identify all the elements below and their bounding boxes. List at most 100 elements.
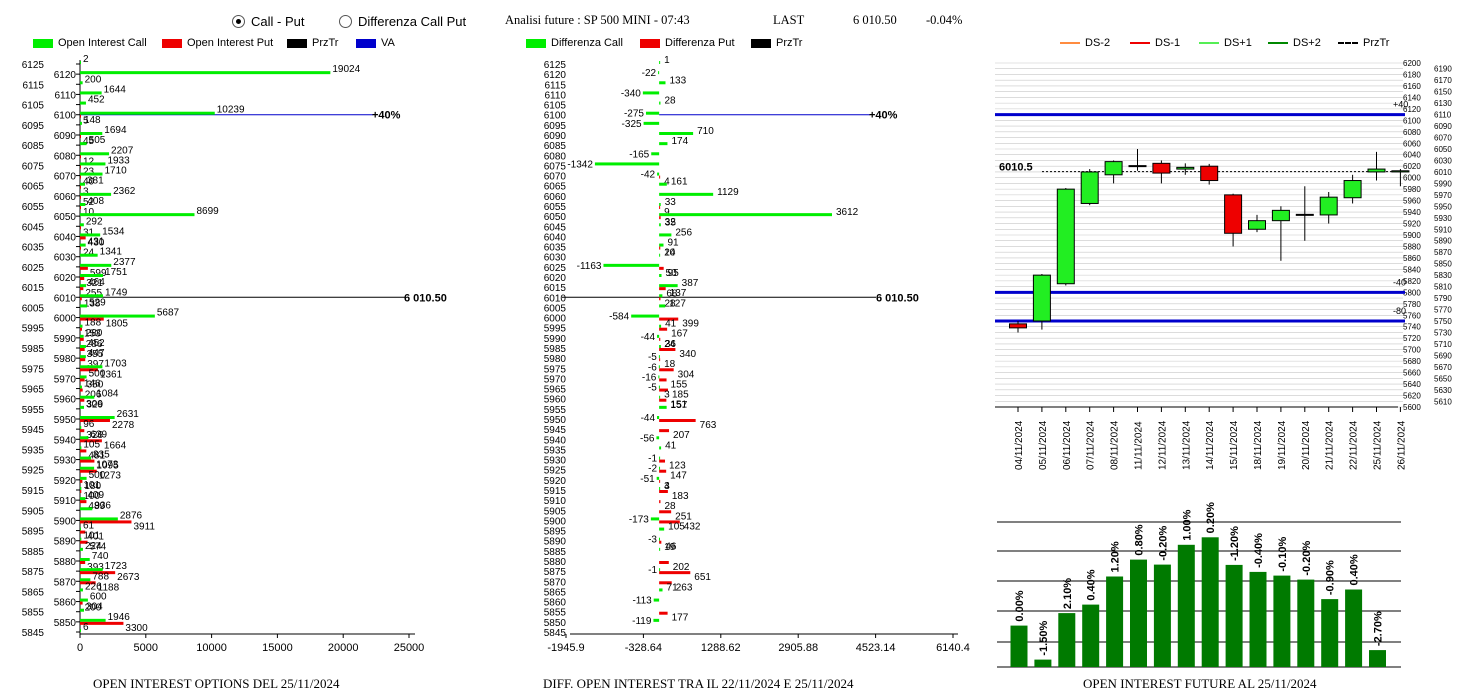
diff-put-label: 207: [673, 430, 690, 441]
diff-put-bar: [659, 206, 661, 209]
legend-label: PrzTr: [776, 37, 803, 49]
strike-tick-label: 5995: [544, 324, 567, 335]
diff-put-label: 304: [678, 369, 695, 380]
put-value-label: 255: [85, 288, 102, 299]
candle-body: [1176, 166, 1195, 170]
diff-put-label: 147: [670, 471, 687, 482]
strike-tick-label: 5950: [544, 415, 567, 426]
call-bar: [80, 618, 106, 622]
diff-call-bar: [659, 213, 832, 217]
radio-call-put[interactable]: Call - Put: [232, 14, 304, 29]
price-tick-label: 6040: [1403, 151, 1421, 160]
legend-oi-va: VA: [356, 37, 395, 49]
call-value-label: 1341: [100, 247, 123, 258]
legend-oi-przTr: PrzTr: [287, 37, 338, 49]
call-value-label: 1534: [102, 226, 125, 237]
call-value-label: 505: [89, 135, 106, 146]
price-tick-label: 5650: [1434, 374, 1452, 383]
call-value-label: 146: [84, 379, 101, 390]
strike-tick-label: 6050: [54, 212, 77, 223]
call-value-label: 740: [92, 551, 109, 562]
price-tick-label: 5870: [1434, 248, 1452, 257]
put-value-label: 206: [85, 390, 102, 401]
oi-future-bar: [1130, 559, 1147, 667]
change-value: -0.04%: [926, 13, 963, 27]
diff-put-label: 137: [670, 288, 687, 299]
diff-put-bar: [659, 378, 667, 382]
put-value-label: 2278: [112, 420, 135, 431]
strike-tick-label: 5990: [54, 334, 77, 345]
legend-label: DS+2: [1293, 37, 1321, 49]
diff-call-label: 28: [664, 96, 676, 107]
diff-call-label: 35: [665, 217, 677, 228]
call-bar: [80, 304, 87, 308]
diff-call-label: -6: [648, 362, 657, 373]
diff-put-bar: [659, 317, 679, 321]
price-tick-label: 5880: [1403, 242, 1421, 251]
oi-future-label: -1.50%: [1038, 621, 1050, 656]
diff-put-bar: [659, 266, 664, 270]
price-tick-label: 6140: [1403, 93, 1421, 102]
diff-call-label: -44: [641, 332, 656, 343]
put-bar: [80, 469, 97, 473]
diff-put-bar: [659, 388, 668, 392]
price-tick-label: 6010: [1434, 168, 1452, 177]
put-value-label: 350: [87, 379, 104, 390]
call-value-label: 2207: [111, 145, 134, 156]
call-bar: [80, 527, 81, 531]
legend-line: [1268, 42, 1288, 44]
diff-put-bar: [659, 459, 666, 463]
strike-tick-label: 6120: [54, 70, 77, 81]
diff-put-bar: [659, 561, 669, 564]
radio-differenza[interactable]: Differenza Call Put: [339, 14, 466, 29]
diff-call-label: -42: [641, 170, 656, 181]
call-bar: [80, 71, 331, 75]
date-tick-label: 19/11/2024: [1277, 420, 1288, 470]
diff-call-label: 256: [675, 227, 692, 238]
x-tick-label: -1945.9: [547, 642, 584, 654]
put-value-label: 599: [90, 268, 107, 279]
put-bar: [80, 246, 81, 250]
put-value-label: 329: [86, 400, 103, 411]
call-value-label: 1073: [96, 460, 119, 471]
call-bar: [80, 426, 82, 430]
diff-call-bar: [642, 91, 660, 95]
header-title: Analisi future : SP 500 MINI - 07:43: [505, 13, 690, 27]
diff-call-bar: [659, 101, 661, 105]
put-bar: [80, 317, 104, 321]
call-value-label: 529: [89, 297, 106, 308]
strike-tick-label: 5985: [544, 344, 567, 355]
strike-tick-label: 6045: [22, 222, 45, 233]
x-tick-label: 15000: [262, 642, 293, 654]
call-value-label: 226: [85, 581, 102, 592]
put-value-label: 397: [87, 359, 104, 370]
diff-call-label: 127: [669, 298, 686, 309]
diff-call-bar: [659, 132, 694, 135]
call-bar: [80, 497, 86, 501]
call-bar: [80, 284, 87, 288]
diff-call-label: -584: [609, 312, 629, 323]
legend-label: DS-2: [1085, 37, 1111, 49]
price-tick-label: 5770: [1434, 306, 1452, 315]
put-value-label: 574: [90, 542, 107, 553]
strike-tick-label: 5930: [54, 456, 77, 467]
diff-call-bar: [659, 487, 661, 490]
legend-swatch: [640, 38, 660, 48]
put-bar: [80, 175, 81, 179]
diff-call-bar: [659, 182, 667, 186]
diff-put-label: 155: [671, 379, 688, 390]
oi-future-bar: [1201, 537, 1219, 667]
call-bar: [80, 355, 86, 359]
call-bar: [80, 487, 82, 490]
diff-call-label: -165: [629, 149, 649, 160]
strike-tick-label: 5975: [22, 364, 45, 375]
strike-tick-label: 6015: [22, 283, 45, 294]
oi-future-label: 0.20%: [1205, 502, 1217, 533]
diff-put-bar: [659, 297, 661, 301]
put-bar: [80, 439, 102, 443]
call-bar: [80, 405, 85, 409]
diff-call-bar: [659, 395, 661, 399]
legend-line: [1130, 42, 1150, 44]
price-tick-label: 6020: [1403, 162, 1421, 171]
strike-tick-label: 6065: [22, 182, 45, 193]
